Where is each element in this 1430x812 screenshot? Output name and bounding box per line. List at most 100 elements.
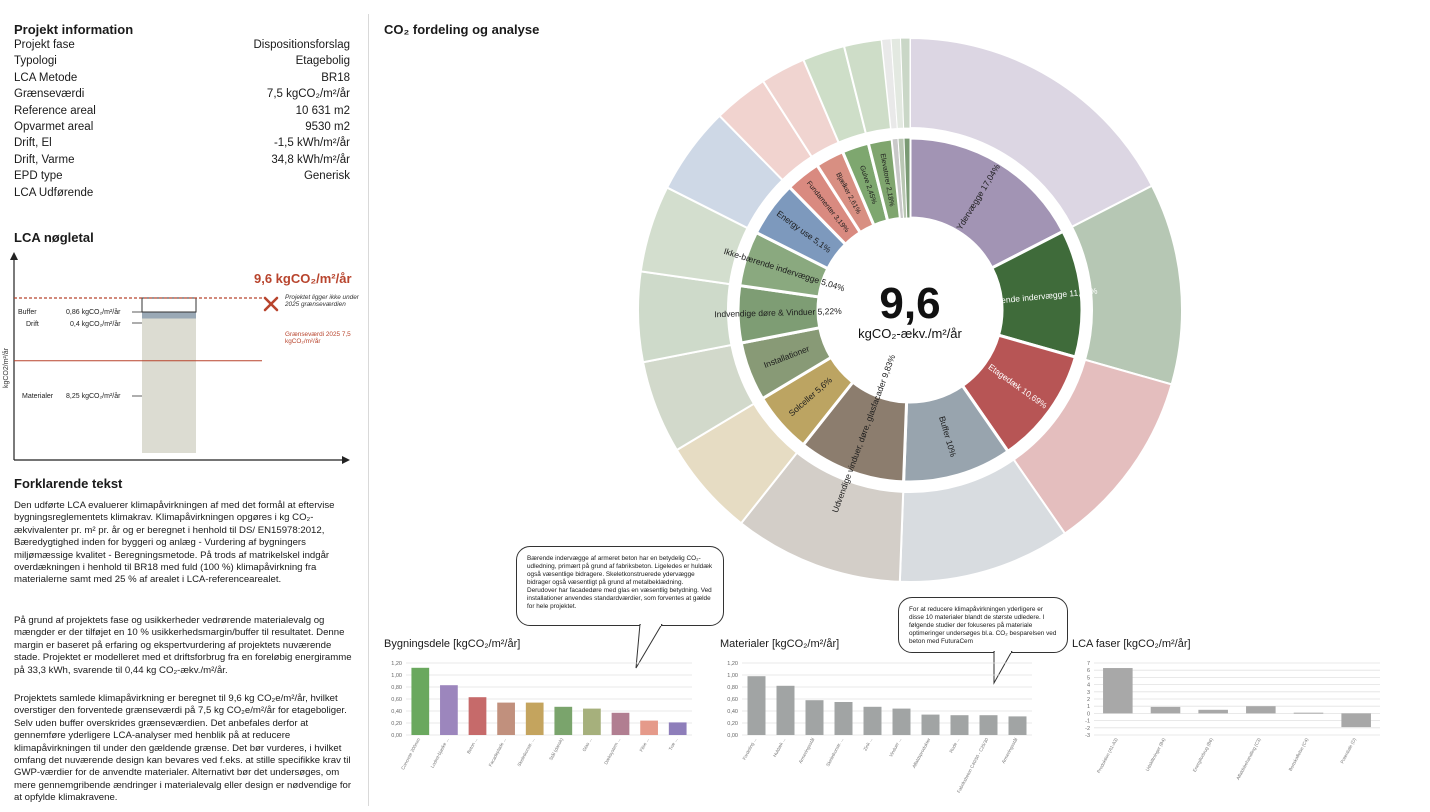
bar	[921, 714, 940, 735]
materialer-label: Materialer	[22, 393, 54, 400]
donut-slice	[908, 136, 1066, 270]
limit-label: Grænseværdi 2025 7,5 kgCO₂/m²/år	[285, 331, 351, 346]
project-info-key: LCA Udførende	[14, 186, 94, 199]
outer-ring	[637, 36, 1183, 583]
bar	[668, 722, 687, 735]
project-info-value: Generisk	[303, 170, 350, 183]
y-tick-label: 0,80	[727, 685, 738, 691]
bar	[834, 702, 853, 735]
bygningsdele-title: Bygningsdele [kgCO₂/m²/år]	[384, 638, 521, 650]
x-tick-label: Vinduer ...	[888, 737, 902, 758]
y-tick-label: 0,80	[391, 685, 402, 691]
bar	[776, 685, 795, 735]
x-tick-label: Produktion (A1-A3)	[1096, 737, 1119, 774]
lca-faser-title: LCA faser [kgCO₂/m²/år]	[1072, 638, 1191, 650]
bar	[554, 706, 573, 735]
y-tick-label: 1,20	[391, 661, 402, 667]
buffer-label: Buffer	[18, 309, 37, 316]
project-info-row: Opvarmet areal 9530 m2	[14, 121, 350, 137]
bar	[950, 715, 969, 735]
lca-key-title: LCA nøgletal	[14, 230, 94, 245]
project-info-row: Reference areal 10 631 m2	[14, 105, 350, 121]
explain-paragraph-2: På grund af projektets fase og usikkerhe…	[14, 615, 352, 676]
y-tick-label: 1,00	[391, 673, 402, 679]
callout-materialer: For at reducere klimapåvirkningen yderli…	[898, 597, 1068, 653]
materialer-title: Materialer [kgCO₂/m²/år]	[720, 638, 840, 650]
bar	[1341, 713, 1371, 728]
project-info-key: LCA Metode	[14, 71, 78, 84]
project-info-key: EPD type	[14, 170, 63, 183]
y-tick-label: 0,00	[727, 733, 738, 739]
project-info-row: EPD type Generisk	[14, 170, 350, 186]
column-divider	[368, 14, 369, 806]
callout-tail	[635, 624, 663, 669]
y-tick-label: 4	[1087, 683, 1090, 689]
project-info-key: Reference areal	[14, 104, 96, 117]
y-tick-label: 0,00	[391, 733, 402, 739]
bar	[1293, 712, 1324, 714]
callout-bygningsdele: Bærende indervægge af armeret beton har …	[516, 546, 724, 626]
cross-icon	[263, 296, 279, 312]
project-info-value: 9530 m2	[305, 121, 350, 133]
x-tick-label: Stål (dansk)	[547, 736, 564, 761]
y-tick-label: 0,60	[727, 697, 738, 703]
y-tick-label: 0,40	[727, 709, 738, 715]
project-info-key: Typologi	[14, 55, 57, 68]
bar	[497, 702, 515, 735]
x-tick-label: Zink ...	[862, 737, 873, 752]
project-info-row: Projekt fase Dispositionsforslag	[14, 39, 350, 55]
x-tick-label: Lodret-bjælke ...	[430, 737, 450, 769]
y-tick-label: 7	[1087, 661, 1090, 667]
y-tick-label: 0,60	[391, 697, 402, 703]
y-tick-label: 6	[1087, 668, 1090, 674]
inner-ring	[736, 136, 1084, 484]
x-tick-label: Bortskaffelse (C4)	[1288, 737, 1310, 772]
project-info-value: -1,5 kWh/m²/år	[273, 137, 350, 150]
x-tick-label: Energiforbrug (B6)	[1192, 737, 1214, 773]
project-info-key: Grænseværdi	[14, 88, 85, 101]
x-tick-label: Fordeling ...	[742, 737, 758, 761]
explain-paragraph-1: Den udførte LCA evaluerer klimapåvirknin…	[14, 500, 335, 586]
x-tick-label: Huldæk ...	[772, 737, 786, 758]
bar	[525, 702, 544, 735]
project-info-value: Dispositionsforslag	[253, 39, 350, 51]
project-info-value: 10 631 m2	[295, 104, 350, 117]
x-tick-label: Affaldsbehandling (C3)	[1235, 737, 1262, 781]
x-tick-label: Skeletkonstr. ...	[516, 737, 535, 767]
bar	[1198, 709, 1228, 714]
materialer-bar-chart: 0,00 0,20 0,40 0,60 0,80 1,00 1,20 Fordeling ..…	[727, 661, 1032, 794]
project-info-key: Opvarmet areal	[14, 121, 94, 133]
y-tick-label: -2	[1085, 726, 1090, 732]
bar	[747, 676, 766, 735]
project-info-row: Grænseværdi 7,5 kgCO₂/m²/år	[14, 88, 350, 104]
bar	[805, 700, 824, 735]
project-info-key: Projekt fase	[14, 39, 75, 51]
bygningsdele-bar-chart: 0,00 0,20 0,40 0,60 0,80 1,00 1,20 Concrete 200…	[391, 661, 692, 771]
y-tick-label: 3	[1087, 690, 1090, 696]
x-tick-label: Udskiftninger (B4)	[1145, 737, 1167, 772]
donut-title: CO₂ fordeling og analyse	[384, 22, 540, 37]
y-tick-label: 0,40	[391, 709, 402, 715]
bar	[979, 715, 998, 735]
bar	[1008, 716, 1027, 735]
explain-paragraph-3: Projektets samlede klimapåvirkning er be…	[14, 693, 352, 804]
bar	[640, 720, 658, 735]
lca-key-chart: kgCO2/m²/år 9,6 kgCO₂/m²/år Projektet li…	[2, 252, 359, 464]
x-tick-label: Facadeplade ...	[488, 737, 507, 767]
explain-title: Forklarende tekst	[14, 476, 123, 491]
y-tick-label: 0	[1087, 711, 1090, 717]
x-tick-label: Glas ...	[582, 737, 593, 752]
buffer-segment	[141, 297, 197, 313]
project-info-row: Drift, El -1,5 kWh/m²/år	[14, 137, 350, 153]
project-info-row: Drift, Varme 34,8 kWh/m²/år	[14, 154, 350, 170]
project-info-value: 7,5 kgCO₂/m²/år	[266, 88, 350, 101]
donut-slice	[903, 137, 911, 219]
x-tick-label: Dæksystem ...	[603, 737, 621, 765]
bar	[583, 708, 601, 735]
drift-value: 0,4 kgCO₂/m²/år	[70, 320, 121, 328]
center-unit: kgCO₂-ækv./m²/år	[858, 326, 962, 341]
drift-segment	[142, 312, 196, 319]
y-tick-label: 1	[1087, 704, 1090, 710]
project-info-row: LCA Metode BR18	[14, 72, 350, 88]
